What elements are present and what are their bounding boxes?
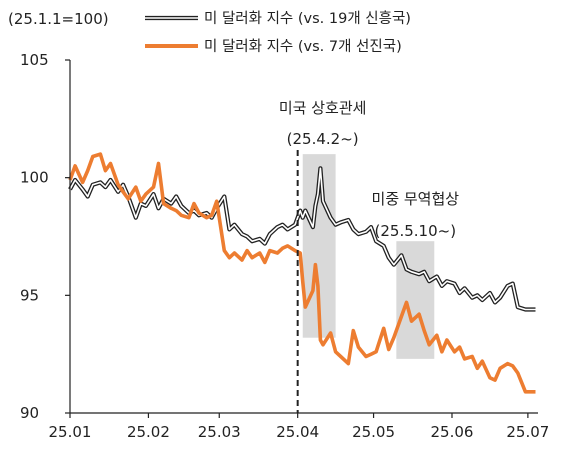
y-tick-label: 90 [20,404,39,422]
legend-label: 미 달러화 지수 (vs. 7개 선진국) [204,38,402,55]
series-line-em-inner [69,167,536,311]
legend-label: 미 달러화 지수 (vs. 19개 신흥국) [204,9,411,27]
y-tick-label: 95 [20,286,39,304]
annotation-title: 미중 무역협상 [372,190,460,208]
y-ticks: 90 95 100 105 [20,51,70,422]
y-tick-label: 100 [20,169,49,187]
x-tick-label: 25.03 [198,423,241,441]
y-tick-label: 105 [20,51,49,69]
series-line-dm [68,152,536,394]
x-tick-label: 25.02 [127,423,170,441]
x-tick-label: 25.06 [431,423,474,441]
legend: 미 달러화 지수 (vs. 19개 신흥국) 미 달러화 지수 (vs. 7개 선… [145,9,411,55]
annotation-date: (25.4.2~) [287,130,359,148]
x-tick-label: 25.07 [506,423,549,441]
x-tick-label: 25.01 [49,423,92,441]
annotations: 미국 상호관세 (25.4.2~) 미중 무역협상 (25.5.10~) [279,99,459,413]
x-ticks: 25.01 25.02 25.03 25.04 25.05 25.06 25.07 [49,413,549,441]
annotation-date: (25.5.10~) [375,222,457,240]
series-layer [68,152,536,394]
annotation-title: 미국 상호관세 [279,99,367,117]
y-axis-unit-label: (25.1.1=100) [8,10,109,28]
x-tick-label: 25.04 [276,423,319,441]
x-tick-label: 25.05 [352,423,395,441]
